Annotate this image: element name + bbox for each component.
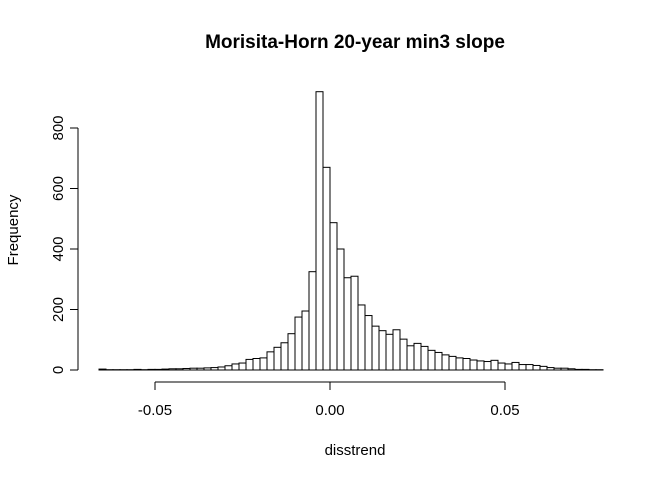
histogram-bar bbox=[490, 359, 499, 371]
histogram-bar bbox=[301, 310, 310, 371]
y-tick-label: 800 bbox=[50, 115, 67, 140]
histogram-bar bbox=[392, 329, 401, 371]
chart-title: Morisita-Horn 20-year min3 slope bbox=[205, 32, 505, 53]
histogram-bar bbox=[182, 367, 191, 371]
histogram-bar bbox=[308, 271, 317, 371]
histogram-bar bbox=[399, 338, 408, 371]
histogram-bar bbox=[462, 358, 471, 371]
histogram-bar bbox=[364, 315, 373, 371]
histogram-bar bbox=[147, 368, 156, 371]
x-tick-label: -0.05 bbox=[138, 402, 172, 419]
histogram-bar bbox=[189, 367, 198, 371]
x-axis-label: disstrend bbox=[325, 442, 386, 459]
y-axis-label: Frequency bbox=[5, 194, 22, 265]
histogram-bar bbox=[154, 368, 163, 371]
y-tick-label: 600 bbox=[50, 176, 67, 201]
histogram-bar bbox=[238, 362, 247, 371]
histogram-bar bbox=[504, 363, 513, 371]
histogram-bar bbox=[448, 355, 457, 371]
x-tick-label: 0.05 bbox=[490, 402, 519, 419]
histogram-bar bbox=[280, 342, 289, 371]
histogram-bar bbox=[203, 367, 212, 371]
histogram-bar bbox=[455, 357, 464, 371]
histogram-bar bbox=[210, 367, 219, 371]
histogram-bars bbox=[98, 91, 604, 371]
histogram-bar bbox=[273, 346, 282, 371]
y-tick-label: 0 bbox=[50, 366, 67, 374]
histogram-bar bbox=[357, 304, 366, 371]
histogram-bar bbox=[511, 361, 520, 371]
x-tick-label: 0.00 bbox=[315, 402, 344, 419]
histogram-bar bbox=[483, 361, 492, 371]
histogram-bar bbox=[196, 367, 205, 371]
histogram-bar bbox=[532, 364, 541, 371]
histogram-bar bbox=[413, 342, 422, 371]
histogram-bar bbox=[518, 364, 527, 371]
histogram-bar bbox=[266, 351, 275, 371]
histogram-bar bbox=[525, 364, 534, 371]
histogram-bar bbox=[329, 222, 338, 371]
histogram-bar bbox=[378, 330, 387, 371]
histogram-bar bbox=[420, 345, 429, 371]
histogram-bar bbox=[546, 367, 555, 371]
histogram-bar bbox=[175, 368, 184, 371]
histogram-bar bbox=[385, 333, 394, 371]
histogram-bar bbox=[259, 357, 268, 371]
histogram-bar bbox=[350, 275, 359, 371]
histogram-bar bbox=[343, 277, 352, 371]
histogram-bar bbox=[161, 368, 170, 371]
histogram-bar bbox=[231, 363, 240, 371]
histogram-bar bbox=[441, 354, 450, 371]
histogram-bar bbox=[427, 349, 436, 371]
histogram-bar bbox=[133, 368, 142, 371]
y-tick-label: 200 bbox=[50, 297, 67, 322]
histogram-bar bbox=[168, 368, 177, 371]
histogram-bar bbox=[476, 360, 485, 371]
histogram-bar bbox=[371, 325, 380, 371]
histogram-bar bbox=[574, 368, 583, 371]
histogram-bar bbox=[539, 365, 548, 371]
histogram-bar bbox=[553, 367, 562, 371]
histogram-bar bbox=[406, 345, 415, 371]
histogram-bar bbox=[469, 359, 478, 371]
y-tick-label: 400 bbox=[50, 236, 67, 261]
histogram-bar bbox=[98, 368, 107, 371]
y-axis: 0 200 400 600 800 bbox=[50, 115, 79, 374]
histogram-bar bbox=[245, 358, 254, 371]
histogram-bar bbox=[567, 368, 576, 371]
histogram-bar bbox=[581, 368, 590, 371]
histogram-bar bbox=[315, 91, 324, 371]
histogram-bar bbox=[434, 351, 443, 371]
histogram-bar bbox=[224, 365, 233, 371]
histogram-bar bbox=[217, 366, 226, 371]
histogram-bar bbox=[497, 362, 506, 371]
histogram-bar bbox=[294, 316, 303, 371]
histogram-bar bbox=[252, 358, 261, 371]
histogram-bar bbox=[322, 166, 331, 371]
histogram-bar bbox=[336, 248, 345, 371]
histogram-bar bbox=[287, 333, 296, 371]
x-axis: -0.05 0.00 0.05 bbox=[138, 381, 520, 419]
histogram-bar bbox=[560, 367, 569, 371]
